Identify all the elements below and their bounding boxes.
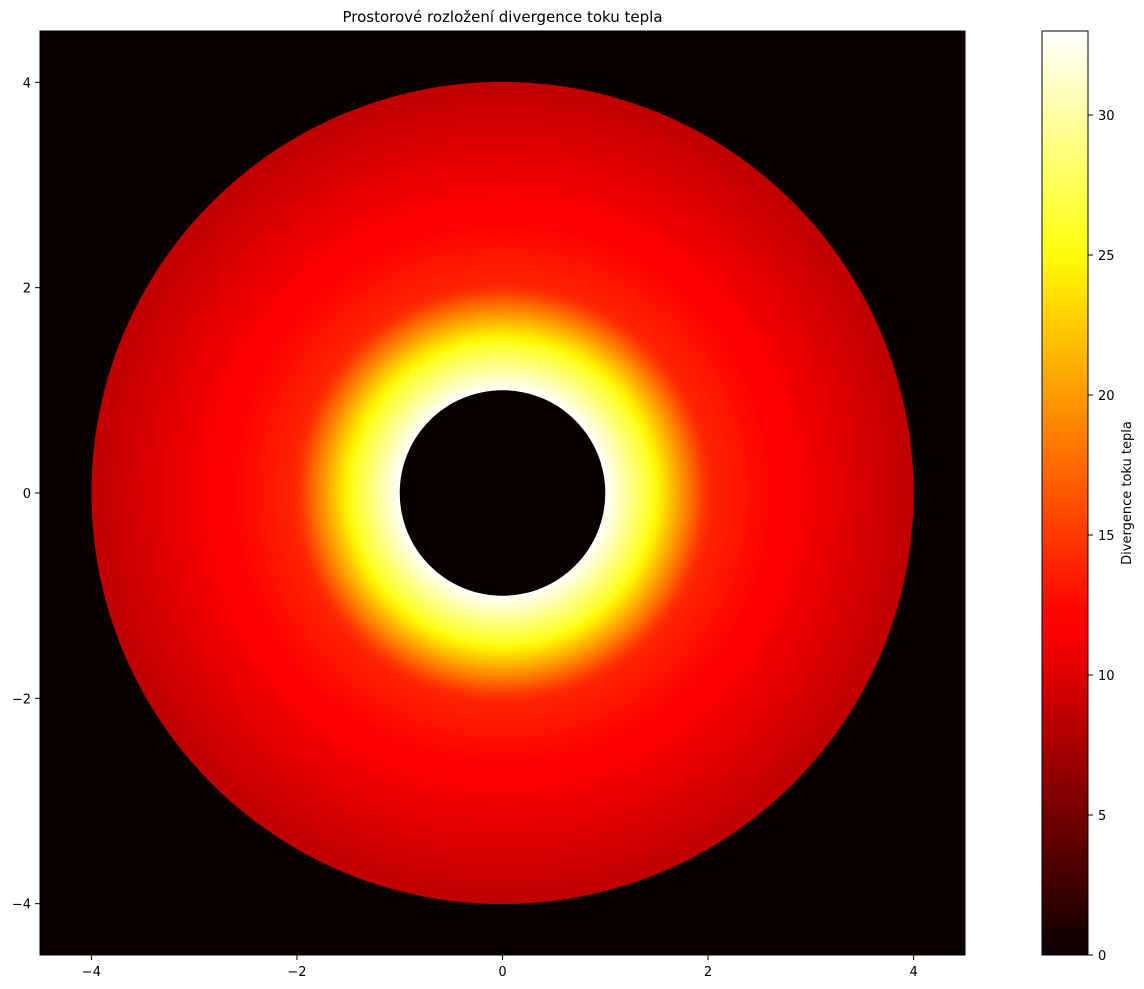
colorbar-tick-label: 15 [1098, 529, 1115, 544]
y-tick-label: 0 [23, 487, 31, 502]
x-tick-label: 4 [909, 965, 917, 980]
y-tick-label: 2 [23, 282, 31, 297]
x-tick-label: 2 [704, 965, 712, 980]
x-tick-label: −4 [82, 965, 101, 980]
heatmap-inner-hole [399, 390, 606, 596]
colorbar-tick-label: 0 [1098, 949, 1106, 964]
x-tick-label: −2 [287, 965, 306, 980]
colorbar-axis: 0 5 10 15 20 25 30 [1088, 109, 1115, 964]
colorbar-label: Divergence toku tepla [1120, 421, 1135, 565]
colorbar-tick-label: 30 [1098, 109, 1115, 124]
plot-area [39, 30, 966, 956]
x-tick-label: 0 [498, 965, 506, 980]
chart-title: Prostorové rozložení divergence toku tep… [342, 8, 662, 26]
y-tick-label: −4 [12, 898, 31, 913]
colorbar-tick-label: 25 [1098, 249, 1115, 264]
colorbar-tick-label: 10 [1098, 669, 1115, 684]
colorbar-tick-label: 5 [1098, 809, 1106, 824]
y-tick-label: 4 [23, 76, 31, 91]
colorbar-tick-label: 20 [1098, 389, 1115, 404]
colorbar-gradient [1041, 30, 1089, 956]
y-tick-label: −2 [12, 692, 31, 707]
colorbar: 0 5 10 15 20 25 30 Divergence toku tepla [1041, 30, 1135, 964]
x-axis: −4 −2 0 2 4 [82, 955, 918, 980]
y-axis: −4 −2 0 2 4 [12, 76, 40, 913]
